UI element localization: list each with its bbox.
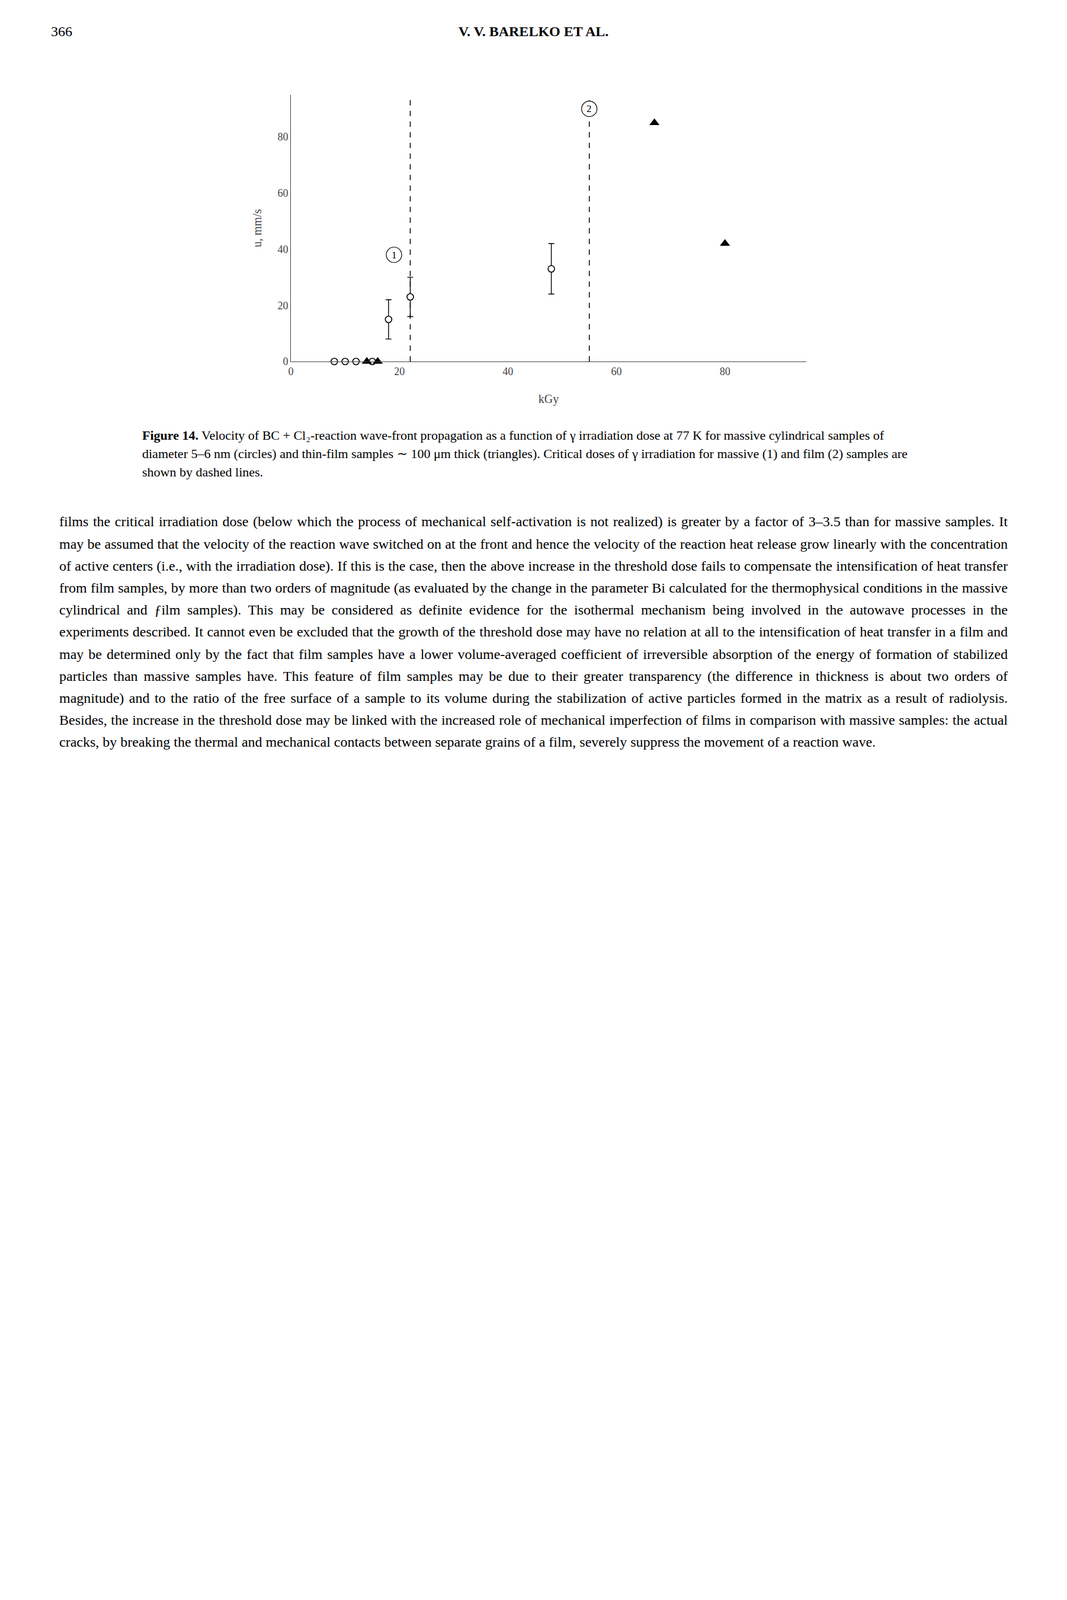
svg-text:20: 20	[393, 365, 405, 378]
svg-text:60: 60	[610, 365, 622, 378]
svg-text:2: 2	[586, 103, 592, 115]
svg-text:40: 40	[502, 365, 514, 378]
svg-text:20: 20	[277, 299, 288, 312]
svg-text:60: 60	[277, 187, 288, 200]
svg-text:80: 80	[277, 130, 288, 143]
html-text:Figure 14. Velocity of BC + Cl: Figure 14. Velocity of BC + Cl₂-reaction…	[142, 427, 908, 480]
svg-text:40: 40	[277, 243, 288, 256]
html-text:films the critical irradiation: films the critical irradiation dose (bel…	[59, 513, 1008, 750]
html-text:366: 366	[50, 23, 73, 40]
svg-text:u, mm/s: u, mm/s	[250, 209, 264, 248]
svg-text:80: 80	[719, 365, 730, 378]
svg-text:0: 0	[282, 355, 288, 368]
svg-text:0: 0	[287, 365, 294, 378]
html-text:V. V. BARELKO ET AL.: V. V. BARELKO ET AL.	[458, 23, 609, 40]
svg-text:1: 1	[391, 249, 397, 261]
svg-text:kGy: kGy	[537, 392, 559, 406]
